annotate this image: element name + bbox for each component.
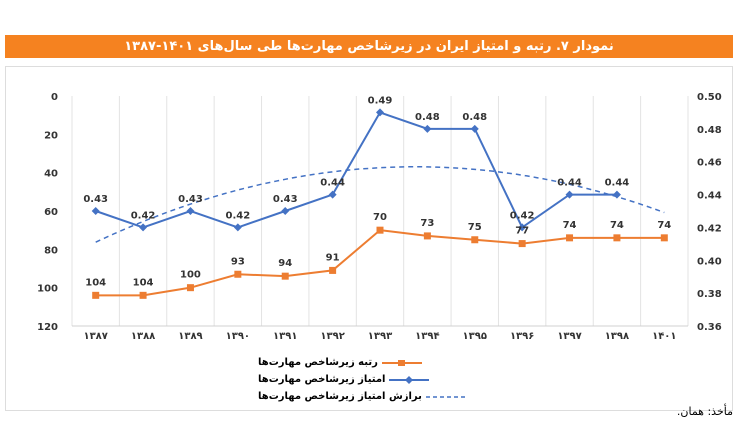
score-data-label: 0.48 — [462, 112, 487, 123]
x-tick-label: ۱۴۰۱ — [652, 331, 676, 342]
left-tick-label: 100 — [37, 284, 58, 295]
x-tick-label: ۱۳۹۸ — [605, 331, 629, 342]
rank-point — [281, 272, 289, 280]
score-data-label: 0.48 — [415, 112, 440, 123]
x-tick-label: ۱۳۹۱ — [273, 331, 297, 342]
rank-data-label: 104 — [133, 277, 154, 288]
score-point — [612, 190, 621, 199]
score-point — [565, 190, 574, 199]
x-tick-label: ۱۳۸۸ — [131, 331, 155, 342]
score-point — [139, 223, 148, 232]
score-data-label: 0.44 — [605, 178, 630, 189]
score-data-label: 0.49 — [368, 95, 393, 106]
right-tick-label: 0.50 — [697, 92, 722, 103]
x-tick-label: ۱۳۹۵ — [463, 331, 487, 342]
rank-data-label: 70 — [373, 212, 387, 223]
x-tick-label: ۱۳۹۷ — [557, 331, 581, 342]
rank-point — [518, 240, 526, 248]
rank-point — [376, 226, 384, 234]
score-point — [328, 190, 337, 199]
rank-data-label: 93 — [231, 256, 245, 267]
legend-fit-swatch — [425, 395, 466, 398]
chart-frame — [5, 66, 733, 411]
score-point — [423, 124, 432, 133]
x-tick-label: ۱۳۹۶ — [510, 331, 534, 342]
score-data-label: 0.42 — [510, 210, 535, 221]
rank-point — [613, 234, 621, 242]
rank-point — [234, 270, 242, 278]
source-note: مأخذ: همان. — [676, 405, 733, 418]
left-tick-label: 120 — [37, 322, 58, 333]
legend-label: برازش امتیاز زیرشاخص مهارت‌ها — [258, 391, 422, 402]
rank-data-label: 75 — [468, 222, 482, 233]
legend-rank-swatch — [381, 359, 422, 366]
rank-line — [95, 229, 665, 297]
x-tick-label: ۱۳۹۳ — [368, 331, 392, 342]
rank-data-label: 74 — [563, 220, 577, 231]
legend-label: امتیاز زیرشاخص مهارت‌ها — [258, 374, 386, 385]
legend-item-score: امتیاز زیرشاخص مهارت‌ها — [258, 374, 430, 385]
score-data-label: 0.42 — [226, 210, 251, 221]
score-line — [95, 111, 617, 229]
x-tick-label: ۱۳۹۰ — [226, 331, 250, 342]
rank-data-label: 104 — [85, 277, 106, 288]
x-tick-label: ۱۳۸۹ — [178, 331, 202, 342]
x-tick-label: ۱۳۹۲ — [320, 331, 344, 342]
score-data-label: 0.44 — [557, 178, 582, 189]
chart-title: نمودار ۷. رتبه و امتیاز ایران در زیرشاخص… — [5, 35, 733, 58]
rank-point — [329, 266, 337, 274]
score-point — [186, 207, 195, 215]
score-point — [233, 223, 242, 232]
x-tick-label: ۱۳۸۷ — [83, 331, 107, 342]
legend-item-rank: رتبه زیرشاخص مهارت‌ها — [258, 357, 422, 368]
right-tick-label: 0.46 — [697, 158, 722, 169]
legend-item-fit: برازش امتیاز زیرشاخص مهارت‌ها — [258, 391, 466, 402]
score-data-label: 0.44 — [320, 178, 345, 189]
score-point — [376, 108, 384, 117]
right-tick-label: 0.44 — [697, 191, 722, 202]
rank-point — [423, 232, 431, 240]
rank-data-label: 74 — [657, 220, 671, 231]
rank-data-label: 91 — [326, 252, 340, 263]
legend-score-swatch — [389, 375, 430, 384]
left-tick-label: 0 — [51, 92, 58, 103]
score-point — [91, 207, 100, 215]
right-tick-label: 0.36 — [697, 322, 722, 333]
rank-point — [471, 236, 479, 244]
left-tick-label: 60 — [44, 207, 58, 218]
score-data-label: 0.43 — [273, 194, 298, 205]
right-tick-label: 0.48 — [697, 125, 722, 136]
rank-point — [660, 234, 668, 242]
score-data-label: 0.43 — [178, 194, 203, 205]
rank-data-label: 74 — [610, 220, 624, 231]
rank-data-label: 73 — [420, 218, 434, 229]
score-point — [281, 207, 290, 215]
rank-point — [566, 234, 574, 242]
right-tick-label: 0.40 — [697, 256, 722, 267]
right-tick-label: 0.38 — [697, 289, 722, 300]
score-data-label: 0.42 — [131, 210, 156, 221]
legend-label: رتبه زیرشاخص مهارت‌ها — [258, 357, 378, 368]
rank-data-label: 94 — [278, 258, 292, 269]
score-data-label: 0.43 — [83, 194, 108, 205]
right-tick-label: 0.42 — [697, 223, 722, 234]
score-point — [470, 124, 479, 133]
fit-line — [95, 166, 665, 243]
rank-data-label: 77 — [515, 226, 529, 237]
rank-point — [186, 284, 194, 292]
rank-point — [139, 291, 147, 299]
left-tick-label: 80 — [44, 245, 58, 256]
rank-point — [92, 291, 100, 299]
left-tick-label: 20 — [44, 130, 58, 141]
score-point — [518, 223, 527, 232]
rank-data-label: 100 — [180, 270, 201, 281]
left-tick-label: 40 — [44, 169, 58, 180]
x-tick-label: ۱۳۹۴ — [415, 331, 439, 342]
